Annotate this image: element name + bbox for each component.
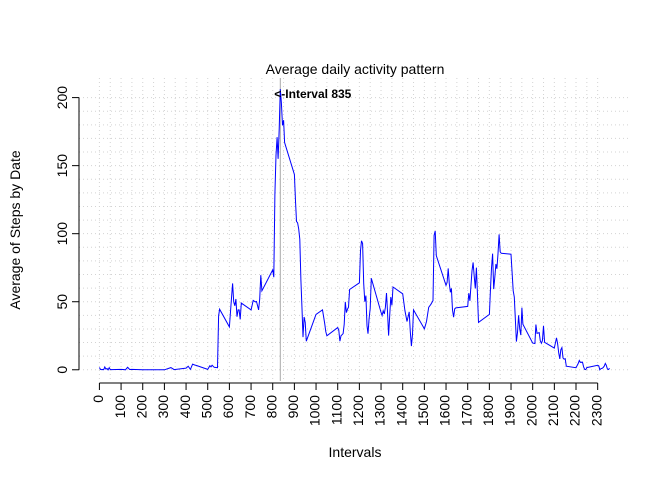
y-tick-label: 0 — [54, 366, 70, 374]
x-tick-label: 1700 — [458, 395, 474, 426]
x-tick-label: 0 — [90, 395, 106, 403]
chart-title: Average daily activity pattern — [266, 61, 445, 77]
x-tick-label: 1400 — [393, 395, 409, 426]
y-axis-label: Average of Steps by Date — [7, 150, 23, 309]
x-tick-label: 800 — [263, 395, 279, 419]
x-tick-label: 700 — [242, 395, 258, 419]
data-line — [98, 89, 610, 371]
x-tick-label: 300 — [155, 395, 171, 419]
x-tick-label: 1800 — [480, 395, 496, 426]
y-tick-label: 200 — [54, 86, 70, 110]
x-tick-label: 900 — [285, 395, 301, 419]
x-tick-label: 500 — [198, 395, 214, 419]
x-tick-label: 100 — [112, 395, 128, 419]
x-tick-label: 2200 — [567, 395, 583, 426]
x-tick-label: 200 — [133, 395, 149, 419]
annotation: <-Interval 835 — [274, 87, 351, 101]
x-tick-label: 1300 — [372, 395, 388, 426]
x-tick-label: 1600 — [437, 395, 453, 426]
x-axis-label: Intervals — [329, 444, 382, 460]
x-tick-label: 2300 — [588, 395, 604, 426]
x-tick-label: 1000 — [307, 395, 323, 426]
x-tick-label: 400 — [177, 395, 193, 419]
x-tick-label: 1200 — [350, 395, 366, 426]
y-tick-label: 50 — [54, 294, 70, 310]
y-tick-label: 100 — [54, 222, 70, 246]
x-tick-label: 1900 — [502, 395, 518, 426]
x-tick-label: 2000 — [523, 395, 539, 426]
y-tick-label: 150 — [54, 154, 70, 178]
x-tick-label: 2100 — [545, 395, 561, 426]
x-tick-label: 1500 — [415, 395, 431, 426]
x-tick-label: 1100 — [328, 395, 344, 425]
x-tick-label: 600 — [220, 395, 236, 419]
